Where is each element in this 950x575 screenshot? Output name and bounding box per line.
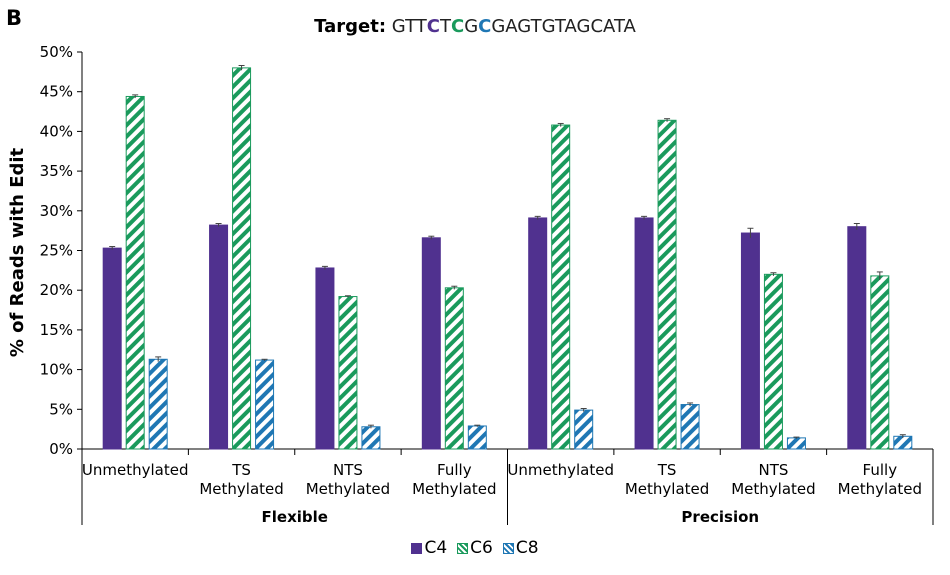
bar-c6 — [763, 273, 783, 450]
y-tick-label: 15% — [40, 321, 73, 339]
title-label: Target: — [314, 16, 387, 37]
group-label: Flexible — [262, 508, 328, 526]
bar-c4 — [102, 247, 122, 450]
sequence-part: C — [478, 16, 492, 37]
sequence-part: GAGTGTAGCATA — [491, 16, 636, 37]
y-tick-label: 5% — [49, 400, 73, 418]
category-label: Methylated — [306, 480, 390, 498]
bar-c6 — [551, 124, 571, 450]
y-tick-label: 25% — [40, 242, 73, 260]
y-tick-label: 0% — [49, 440, 73, 458]
category-label: Methylated — [199, 480, 283, 498]
bar-c8 — [893, 435, 913, 450]
legend-label: C8 — [515, 538, 539, 558]
sequence-part: GTT — [391, 16, 427, 37]
category-label: Methylated — [731, 480, 815, 498]
category-label: NTS — [333, 461, 363, 479]
category-label: TS — [657, 461, 677, 479]
y-tick-label: 50% — [40, 43, 73, 61]
y-axis-label: % of Reads with Edit — [7, 147, 28, 357]
bar-c6 — [125, 95, 145, 450]
y-tick-label: 45% — [40, 83, 73, 101]
legend-item-c8: C8 — [502, 538, 539, 558]
bar-c8 — [361, 426, 381, 450]
y-tick-label: 20% — [40, 281, 73, 299]
bar-c8 — [467, 425, 487, 450]
y-tick-label: 35% — [40, 162, 73, 180]
legend-item-c6: C6 — [457, 538, 493, 558]
bar-c6 — [338, 296, 358, 450]
bar-c4 — [740, 232, 760, 450]
category-label: NTS — [758, 461, 788, 479]
category-label: Fully — [863, 461, 898, 479]
bar-c8 — [680, 404, 700, 450]
category-label: Methylated — [625, 480, 709, 498]
bar-c8 — [786, 437, 806, 450]
panel-label: B — [6, 6, 23, 30]
chart-title: Target: GTTCTCGCGAGTGTAGCATA — [0, 16, 950, 37]
y-tick-label: 30% — [40, 202, 73, 220]
sequence-part: T — [439, 16, 451, 37]
bar-c4 — [421, 237, 441, 450]
bar-c4 — [634, 217, 654, 450]
target-sequence: GTTCTCGCGAGTGTAGCATA — [392, 16, 636, 37]
y-tick-label: 40% — [40, 122, 73, 140]
bar-c6 — [657, 119, 677, 450]
legend-label: C6 — [470, 538, 493, 558]
bar-c8 — [255, 359, 275, 450]
category-label: Methylated — [838, 480, 922, 498]
bar-c4 — [847, 226, 867, 450]
bar-c6 — [870, 275, 890, 450]
y-tick-label: 10% — [40, 361, 73, 379]
bar-c6 — [444, 287, 464, 450]
bar-c4 — [528, 217, 548, 450]
legend-swatch — [502, 543, 514, 554]
bar-c8 — [148, 358, 168, 450]
bar-c8 — [574, 409, 594, 450]
sequence-part: G — [464, 16, 479, 37]
sequence-part: C — [426, 16, 440, 37]
sequence-part: C — [450, 16, 465, 37]
category-label: Fully — [437, 461, 472, 479]
category-label: Unmethylated — [82, 461, 189, 479]
legend-label: C4 — [424, 538, 448, 558]
legend: C4 C6 C8 — [0, 538, 950, 558]
category-label: Methylated — [412, 480, 496, 498]
legend-item-c4: C4 — [411, 538, 447, 558]
bar-c4 — [315, 267, 335, 450]
plot-area: 0% 5% 10% 15% 20% 25% 30% 35% 40% 45% 50% % of Read… — [7, 43, 934, 526]
group-label: Precision — [681, 508, 759, 526]
category-label: Unmethylated — [507, 461, 614, 479]
bar-c4 — [209, 224, 229, 450]
bar-c6 — [232, 67, 252, 450]
legend-swatch — [457, 543, 469, 554]
category-label: TS — [231, 461, 251, 479]
legend-swatch — [411, 543, 423, 554]
